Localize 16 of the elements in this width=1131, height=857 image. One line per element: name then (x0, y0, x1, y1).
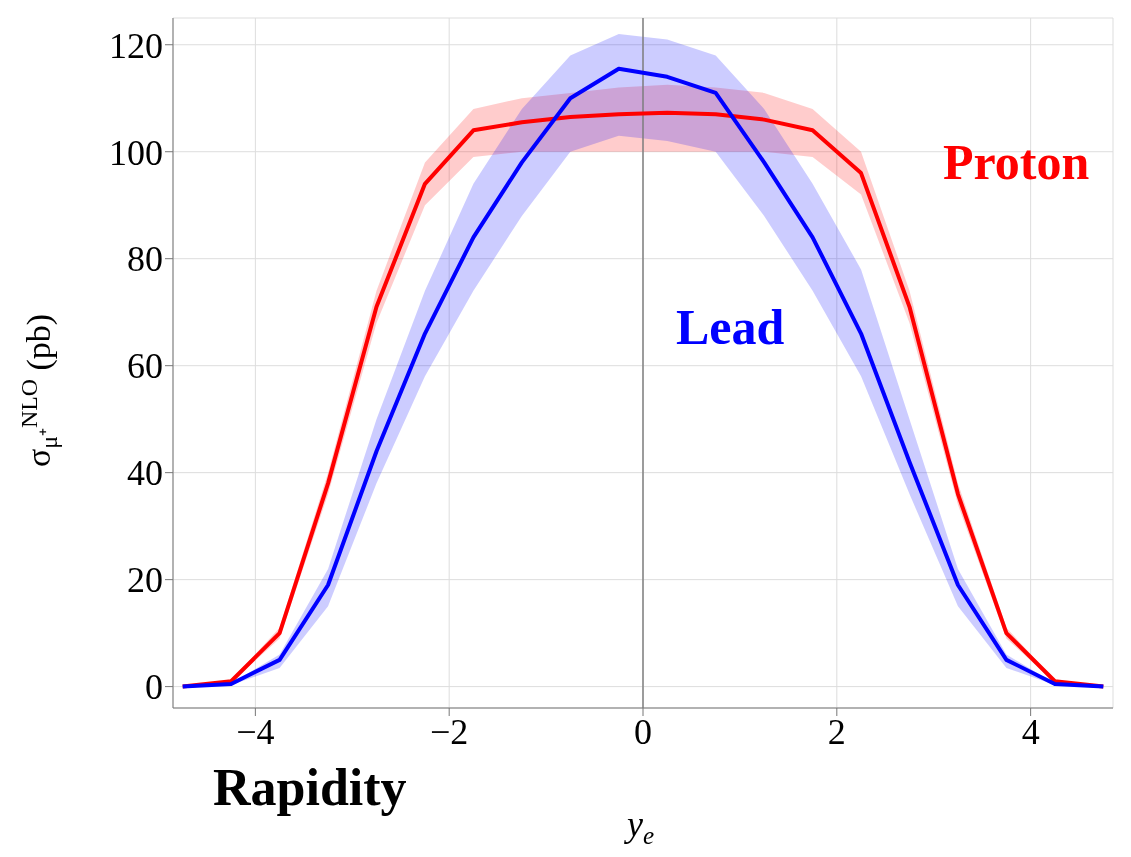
x-tick-label: 4 (1021, 711, 1040, 752)
x-tick-label: 0 (634, 711, 652, 752)
y-tick-label: 60 (127, 346, 163, 387)
y-tick-label: 120 (109, 25, 163, 66)
x-axis-title: y$_{e}$ (623, 804, 655, 849)
x-tick-label: −4 (236, 711, 275, 752)
series-label: Proton (943, 133, 1090, 191)
x-tick-label: −2 (430, 711, 469, 752)
y-tick-label: 40 (127, 453, 163, 494)
text: Rapidity (213, 758, 407, 817)
y-tick-label: 80 (127, 239, 163, 280)
y-tick-label: 100 (109, 132, 163, 173)
y-tick-label: 0 (145, 667, 163, 708)
y-tick-label: 20 (127, 560, 163, 601)
series-label: Lead (676, 298, 785, 356)
x-tick-label: 2 (827, 711, 846, 752)
